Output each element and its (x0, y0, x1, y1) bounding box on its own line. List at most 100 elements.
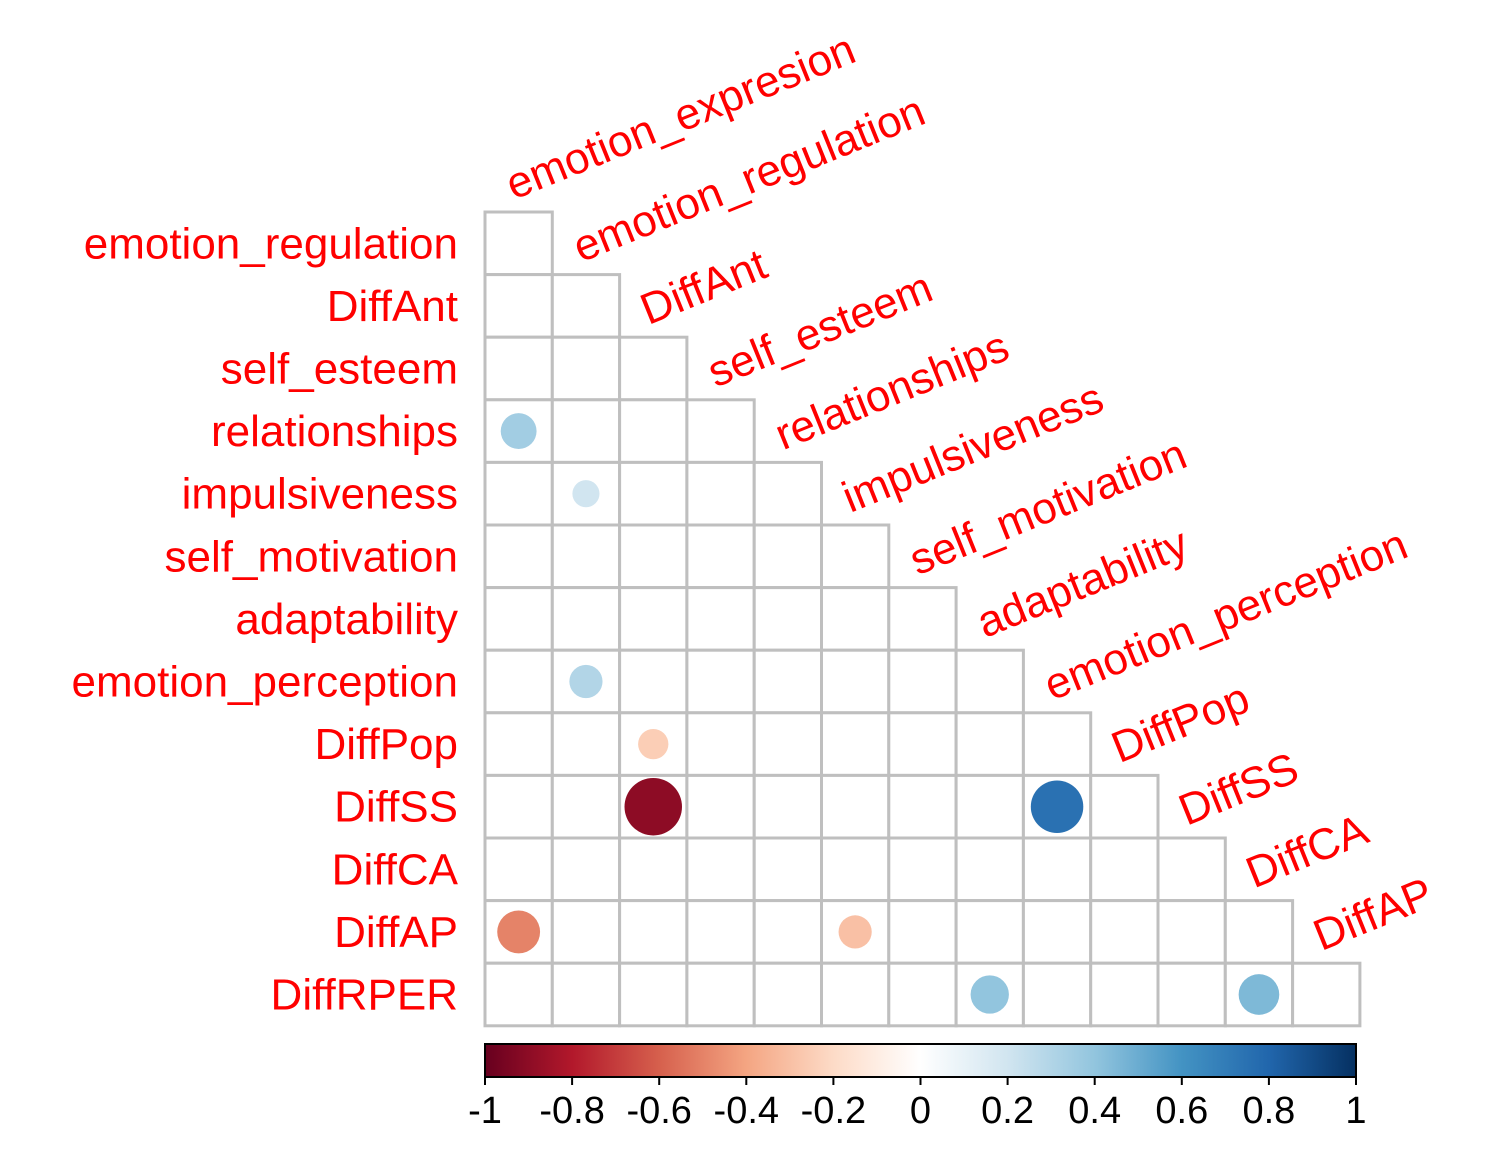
colorbar-tick-label: 0.8 (1242, 1090, 1295, 1132)
grid-cell (483, 335, 554, 402)
grid-cell (685, 586, 756, 652)
grid-cell (1156, 836, 1227, 903)
grid-cell (483, 460, 554, 527)
grid-cell (685, 899, 756, 965)
row-label: DiffPop (315, 720, 459, 769)
grid-cell (1291, 961, 1362, 1028)
grid-cell (483, 961, 554, 1028)
row-label: adaptability (235, 595, 458, 644)
correlation-grid (483, 210, 1362, 1028)
grid-cell (685, 836, 756, 903)
grid-cell (1223, 899, 1295, 965)
grid-cell (752, 899, 824, 965)
correlation-circle (970, 975, 1009, 1014)
column-label: DiffAP (1307, 869, 1440, 961)
grid-cell (887, 648, 958, 715)
grid-cell (1156, 899, 1227, 965)
grid-cell (685, 523, 756, 590)
column-label: DiffPop (1105, 673, 1256, 772)
colorbar-tick-label: -0.8 (539, 1090, 604, 1132)
colorbar-tick-label: -1 (468, 1090, 502, 1132)
grid-cell (483, 773, 554, 840)
grid-cell (550, 899, 622, 965)
row-label: DiffAP (334, 908, 458, 957)
grid-cell (752, 523, 824, 590)
color-legend: -1 -0.8 -0.6 -0.4 -0.2 0 0.2 0.4 0.6 0.8 1 (468, 1043, 1367, 1132)
grid-cell (1089, 961, 1160, 1028)
grid-cell (618, 836, 689, 903)
grid-cell (550, 773, 622, 840)
column-label: DiffAnt (634, 240, 774, 335)
row-label: DiffRPER (271, 971, 458, 1020)
grid-cell (1021, 961, 1093, 1028)
grid-cell (1021, 899, 1093, 965)
grid-cell (483, 523, 554, 590)
grid-cell (752, 460, 824, 527)
grid-cell (618, 523, 689, 590)
grid-cell (752, 711, 824, 777)
grid-cell (820, 961, 891, 1028)
grid-cell (550, 711, 622, 777)
row-label: relationships (211, 407, 458, 456)
grid-cell (550, 961, 622, 1028)
row-label: impulsiveness (182, 470, 458, 519)
row-label: DiffAnt (327, 282, 458, 331)
column-label: DiffCA (1239, 805, 1375, 898)
correlation-circle (497, 910, 541, 954)
grid-cell (954, 773, 1025, 840)
grid-cell (954, 899, 1025, 965)
row-labels: emotion_regulation DiffAnt self_esteemrela… (72, 219, 459, 1019)
grid-cell (483, 711, 554, 777)
correlation-circle (1238, 974, 1280, 1015)
grid-cell (685, 711, 756, 777)
grid-cell (1021, 836, 1093, 903)
grid-cell (685, 460, 756, 527)
grid-cell (752, 773, 824, 840)
grid-cell (550, 398, 622, 464)
grid-cell (752, 836, 824, 903)
colorbar-tick-label: 0.6 (1155, 1090, 1208, 1132)
row-label: DiffSS (334, 783, 458, 832)
colorbar-tick-label: 0 (910, 1090, 931, 1132)
grid-cell (752, 586, 824, 652)
grid-cell (483, 273, 554, 339)
correlation-circle (572, 480, 600, 508)
colorbar-tick-label: -0.6 (626, 1090, 691, 1132)
grid-cell (887, 773, 958, 840)
grid-cell (550, 523, 622, 590)
grid-cell (685, 773, 756, 840)
grid-cell (954, 711, 1025, 777)
grid-cell (483, 210, 554, 277)
grid-cell (820, 773, 891, 840)
grid-cell (1089, 836, 1160, 903)
grid-cell (685, 398, 756, 464)
correlation-circle (638, 728, 669, 760)
grid-cell (618, 586, 689, 652)
grid-cell (887, 586, 958, 652)
grid-cell (954, 648, 1025, 715)
correlation-circle (1030, 780, 1084, 833)
grid-cell (618, 398, 689, 464)
grid-cell (550, 836, 622, 903)
colorbar-tick-label: 0.4 (1068, 1090, 1121, 1132)
correlation-circle (500, 413, 537, 450)
grid-cell (1089, 773, 1160, 840)
grid-cell (1156, 961, 1227, 1028)
grid-cell (550, 273, 622, 339)
correlation-circles (497, 413, 1280, 1015)
colorbar-tick-label: 1 (1345, 1090, 1366, 1132)
grid-cell (550, 586, 622, 652)
grid-cell (618, 648, 689, 715)
correlation-circle (569, 664, 603, 699)
colorbar-tick-label: -0.2 (801, 1090, 866, 1132)
grid-cell (887, 899, 958, 965)
correlation-circle (838, 915, 872, 949)
correlation-circle (624, 777, 682, 836)
column-label: DiffSS (1172, 743, 1305, 835)
grid-cell (820, 523, 891, 590)
grid-cell (820, 648, 891, 715)
row-label: emotion_regulation (84, 219, 458, 268)
grid-cell (618, 899, 689, 965)
colorbar-tick-label: 0.2 (981, 1090, 1034, 1132)
